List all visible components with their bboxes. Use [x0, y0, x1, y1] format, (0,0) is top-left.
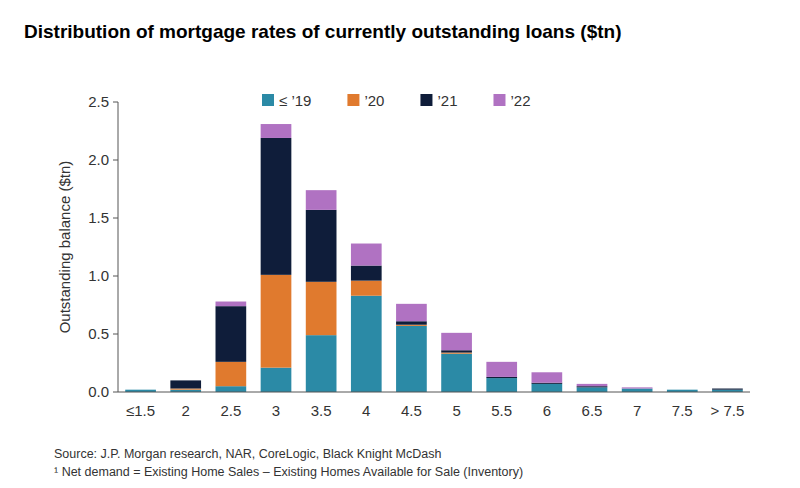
bar-segment [261, 124, 292, 138]
bar-segment [577, 384, 608, 386]
bar-segment [532, 383, 563, 384]
x-tick-label: ≤1.5 [126, 402, 155, 419]
bar-segment [622, 387, 653, 388]
bar-segment [306, 190, 337, 210]
legend-label: ’21 [437, 92, 457, 109]
y-tick [113, 102, 118, 103]
x-tick-label: 4 [362, 402, 370, 419]
bar-segment [351, 266, 382, 281]
x-tick-label: > 7.5 [711, 402, 745, 419]
bar-segment [622, 388, 653, 389]
bar-segment [396, 321, 427, 324]
bar-segment [306, 282, 337, 335]
legend-swatch [493, 94, 505, 106]
y-tick [113, 276, 118, 277]
chart-container: Distribution of mortgage rates of curren… [0, 0, 800, 488]
bar-segment [351, 281, 382, 296]
bar-segment [532, 383, 563, 384]
bar-segment [396, 325, 427, 326]
bar-segment [486, 362, 517, 377]
title: Distribution of mortgage rates of curren… [24, 21, 621, 42]
y-axis-label: Outstanding balance ($tn) [56, 161, 73, 334]
bar-segment [441, 350, 472, 352]
y-tick [113, 334, 118, 335]
legend-swatch [262, 94, 274, 106]
x-tick-label: 6.5 [582, 402, 603, 419]
bar-segment [441, 353, 472, 354]
x-tick-label: 6 [543, 402, 551, 419]
bar-segment [261, 368, 292, 392]
y-axis-line [118, 102, 119, 392]
bar-segment [261, 138, 292, 275]
bar-segment [712, 389, 743, 390]
y-tick-label: 0.0 [88, 383, 109, 400]
x-tick-label: 2.5 [220, 402, 241, 419]
bar-segment [306, 210, 337, 282]
bar-segment [712, 389, 743, 390]
x-tick-label: 3.5 [311, 402, 332, 419]
y-tick-label: 2.5 [88, 93, 109, 110]
legend-label: ’22 [510, 92, 530, 109]
bar-segment [486, 378, 517, 379]
y-tick [113, 392, 118, 393]
bar-segment [441, 333, 472, 350]
bar-segment [486, 377, 517, 378]
bar-segment [170, 389, 201, 390]
bar-segment [441, 354, 472, 392]
bar-segment [216, 302, 247, 307]
y-tick [113, 160, 118, 161]
x-tick-label: 5 [452, 402, 460, 419]
bar-segment [532, 384, 563, 392]
y-tick-label: 2.0 [88, 151, 109, 168]
y-tick-label: 1.5 [88, 209, 109, 226]
y-tick [113, 218, 118, 219]
note: ¹ Net demand = Existing Home Sales – Exi… [54, 465, 523, 479]
bar-segment [125, 389, 156, 390]
bar-segment [216, 362, 247, 386]
bar-segment [667, 389, 698, 390]
bar-segment [577, 386, 608, 387]
bar-segment [622, 389, 653, 392]
bar-segment [170, 380, 201, 381]
x-tick-label: 2 [182, 402, 190, 419]
legend-swatch [420, 94, 432, 106]
bar-segment [396, 304, 427, 321]
legend-label: ≤ ’19 [279, 92, 311, 109]
bar-segment [351, 296, 382, 392]
chart-svg: Distribution of mortgage rates of curren… [0, 0, 800, 488]
x-tick-label: 4.5 [401, 402, 422, 419]
legend-label: ’20 [364, 92, 384, 109]
bar-segment [216, 386, 247, 392]
x-tick-label: 7 [633, 402, 641, 419]
bar-segment [712, 388, 743, 389]
legend: ≤ ’19 ’20 ’21 ’22 [262, 92, 531, 109]
x-axis-line [118, 392, 750, 393]
bar-segment [577, 387, 608, 388]
bars [125, 124, 743, 392]
legend-swatch [347, 94, 359, 106]
bar-segment [170, 380, 201, 388]
bar-segment [667, 389, 698, 390]
bar-segment [577, 387, 608, 392]
bar-segment [622, 388, 653, 389]
x-tick-label: 5.5 [491, 402, 512, 419]
bar-segment [532, 372, 563, 382]
bar-segment [125, 389, 156, 390]
bar-segment [486, 378, 517, 392]
bar-segment [351, 244, 382, 266]
y-tick-label: 1.0 [88, 267, 109, 284]
bar-segment [216, 306, 247, 362]
bar-segment [396, 326, 427, 392]
note: Source: J.P. Morgan research, NAR, CoreL… [54, 447, 441, 461]
x-tick-label: 3 [272, 402, 280, 419]
y-tick-label: 0.5 [88, 325, 109, 342]
bar-segment [261, 275, 292, 368]
bar-segment [667, 389, 698, 390]
x-tick-label: 7.5 [672, 402, 693, 419]
bar-segment [125, 389, 156, 390]
bar-segment [306, 335, 337, 392]
